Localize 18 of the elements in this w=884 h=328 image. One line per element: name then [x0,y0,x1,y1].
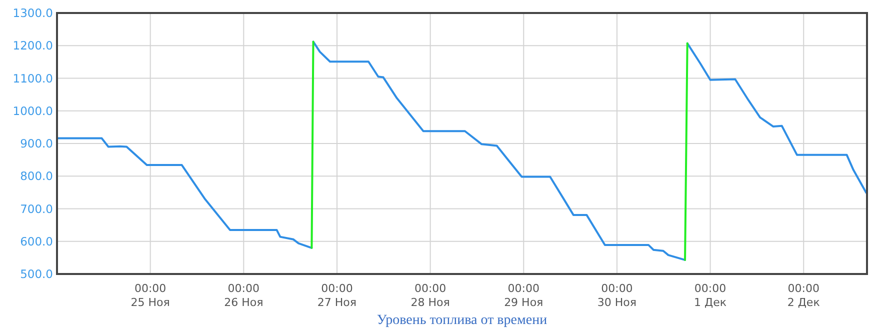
x-tick-label: 00:00 30 Ноя [597,282,637,309]
y-tick-label: 1200.0 [12,38,53,53]
x-tick-label: 00:00 25 Ноя [130,282,170,309]
x-tick-label: 00:00 28 Ноя [410,282,450,309]
x-tick-label: 00:00 29 Ноя [504,282,544,309]
x-tick-label: 00:00 26 Ноя [224,282,264,309]
x-tick-label: 00:00 27 Ноя [317,282,357,309]
y-tick-label: 1300.0 [12,6,53,20]
y-tick-label: 900.0 [20,136,53,151]
y-tick-label: 1000.0 [12,104,53,118]
x-tick-label: 00:00 2 Дек [787,282,820,309]
y-tick-label: 500.0 [20,267,53,282]
y-tick-label: 700.0 [20,202,53,216]
y-tick-label: 600.0 [20,234,53,248]
y-tick-label: 1100.0 [12,71,53,86]
x-tick-label: 00:00 1 Дек [694,282,727,309]
y-tick-label: 800.0 [20,169,53,184]
x-axis-title: Уровень топлива от времени [376,313,548,328]
